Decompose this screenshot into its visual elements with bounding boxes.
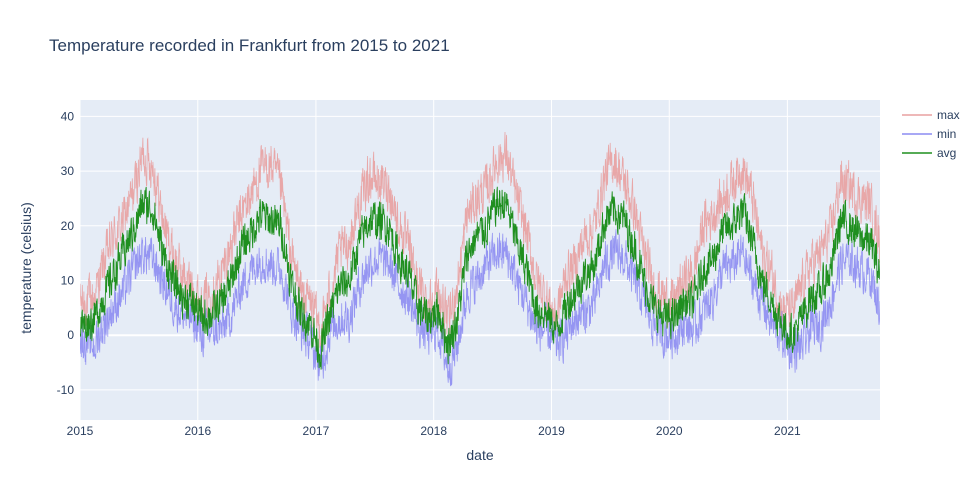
legend-item-min[interactable]: min (902, 127, 956, 141)
x-tick-label: 2021 (774, 424, 801, 438)
chart-title: Temperature recorded in Frankfurt from 2… (49, 36, 450, 55)
y-tick-label: 40 (61, 109, 75, 123)
y-tick-label: 30 (61, 164, 75, 178)
x-tick-label: 2020 (656, 424, 683, 438)
legend[interactable]: max min avg (902, 108, 960, 160)
x-tick-label: 2015 (67, 424, 94, 438)
legend-item-avg[interactable]: avg (902, 146, 956, 160)
y-axis-ticks: -10 0 10 20 30 40 (57, 109, 75, 397)
x-tick-label: 2018 (420, 424, 447, 438)
legend-label: avg (937, 146, 956, 160)
series-line-min (80, 229, 880, 387)
legend-label: max (937, 108, 960, 122)
x-axis-ticks: 2015 2016 2017 2018 2019 2020 2021 (67, 424, 801, 438)
y-tick-label: 20 (61, 219, 75, 233)
series-line-avg (80, 186, 880, 370)
x-tick-label: 2017 (303, 424, 330, 438)
series-layer (80, 131, 880, 387)
legend-item-max[interactable]: max (902, 108, 960, 122)
x-axis-title: date (466, 447, 493, 463)
y-tick-label: 0 (67, 328, 74, 342)
y-axis-title: temperature (celsius) (18, 202, 34, 334)
x-tick-label: 2016 (184, 424, 211, 438)
y-tick-label: 10 (61, 274, 75, 288)
plot-area (80, 100, 880, 420)
x-tick-label: 2019 (538, 424, 565, 438)
legend-label: min (937, 127, 956, 141)
y-tick-label: -10 (57, 383, 75, 397)
